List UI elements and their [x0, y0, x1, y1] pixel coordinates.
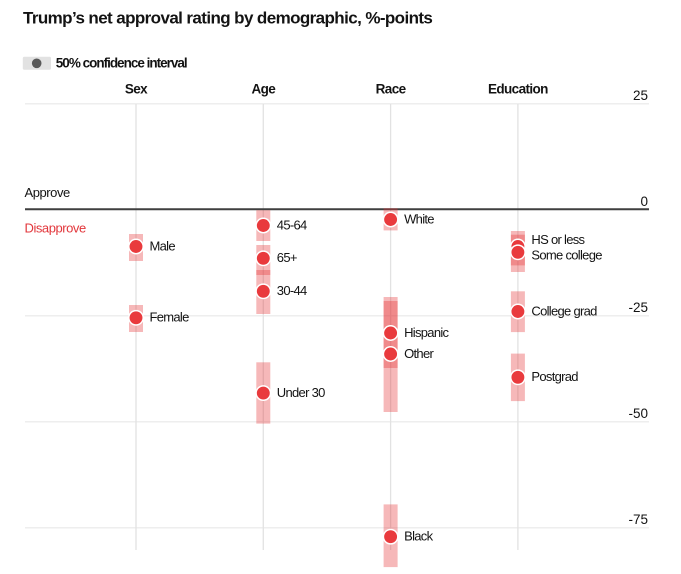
svg-text:0: 0 — [640, 194, 648, 209]
svg-text:45-64: 45-64 — [277, 217, 307, 232]
svg-text:Sex: Sex — [125, 82, 148, 97]
svg-text:Trump’s net approval rating by: Trump’s net approval rating by demograph… — [23, 9, 432, 28]
svg-text:50% confidence interval: 50% confidence interval — [56, 55, 187, 70]
svg-text:30-44: 30-44 — [277, 283, 307, 298]
svg-text:Disapprove: Disapprove — [25, 220, 86, 235]
svg-text:HS or less: HS or less — [531, 232, 585, 247]
svg-text:-25: -25 — [628, 300, 648, 315]
svg-text:Under 30: Under 30 — [277, 385, 325, 400]
svg-text:Age: Age — [251, 82, 276, 97]
svg-text:Male: Male — [150, 238, 176, 253]
svg-text:25: 25 — [633, 88, 648, 103]
svg-text:-75: -75 — [628, 512, 648, 527]
svg-text:Race: Race — [376, 82, 407, 97]
svg-text:White: White — [404, 211, 434, 226]
svg-text:-50: -50 — [628, 406, 648, 421]
svg-text:Other: Other — [404, 346, 434, 361]
svg-text:Approve: Approve — [25, 185, 70, 200]
svg-text:Education: Education — [488, 82, 548, 97]
svg-text:Postgrad: Postgrad — [531, 369, 578, 384]
svg-text:65+: 65+ — [277, 250, 297, 265]
svg-text:Hispanic: Hispanic — [404, 325, 449, 340]
svg-text:College grad: College grad — [531, 303, 597, 318]
svg-text:Some college: Some college — [531, 247, 602, 262]
svg-text:Female: Female — [150, 310, 190, 325]
svg-text:Black: Black — [404, 529, 433, 544]
